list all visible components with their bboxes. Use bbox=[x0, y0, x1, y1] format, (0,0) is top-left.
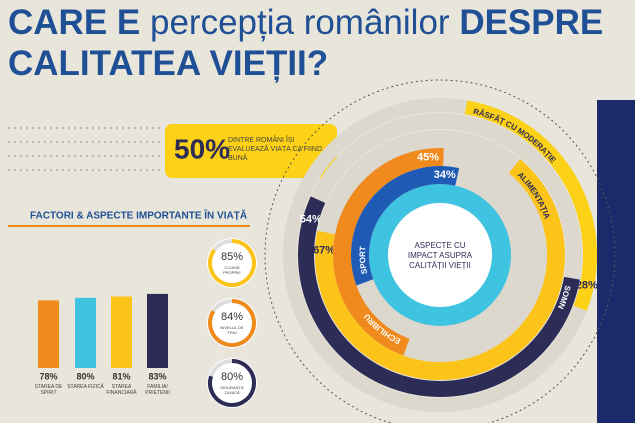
value-label: 80% bbox=[76, 371, 94, 381]
value-label: 85% bbox=[221, 251, 243, 263]
title-part: percepția românilor bbox=[149, 3, 450, 42]
dotted-circle bbox=[264, 79, 616, 423]
value-label: 80% bbox=[221, 371, 243, 383]
callout-text: DINTRE ROMÂNI ÎȘI EVALUEAZĂ VIAȚA CA FII… bbox=[228, 137, 323, 162]
radial-title: ASPECTE CU IMPACT ASUPRA CALITĂȚII VIEȚI… bbox=[407, 241, 473, 270]
donut-bg bbox=[207, 358, 257, 408]
donut-bg bbox=[207, 298, 257, 348]
category-label: O CASĂ PROPRIE bbox=[222, 265, 241, 275]
title-part: CARE E bbox=[8, 3, 141, 42]
category-label: STAREA FINANCIARĂ bbox=[106, 384, 137, 396]
title: CARE E percepția românilor DESPRE CALITA… bbox=[8, 2, 603, 84]
bar-chart-title: FACTORI & ASPECTE IMPORTANTE ÎN VIAȚĂ bbox=[30, 209, 247, 222]
callout-box bbox=[165, 124, 337, 178]
title-part: DESPRE bbox=[459, 3, 604, 42]
ring-arc bbox=[298, 196, 580, 397]
donut-arc bbox=[208, 239, 256, 287]
ring-arc bbox=[351, 166, 460, 286]
ring-white bbox=[388, 203, 492, 307]
value-label: 83% bbox=[148, 371, 166, 381]
donut-bg bbox=[207, 238, 257, 288]
ring-arc bbox=[464, 100, 597, 311]
callout-value: 50% bbox=[174, 133, 230, 164]
bar bbox=[75, 297, 96, 368]
value-label: 28% bbox=[576, 280, 598, 292]
ring-arc bbox=[333, 148, 444, 356]
ring-name: SPORT bbox=[358, 246, 369, 275]
value-label: 45% bbox=[417, 152, 439, 164]
value-label: 54% bbox=[300, 213, 322, 225]
category-label: STAREA FIZICĂ bbox=[67, 384, 104, 390]
category-label: FAMILIA/ PRIETENII bbox=[145, 384, 170, 396]
title-line: CALITATEA VIEȚII? bbox=[8, 44, 329, 83]
donut-arc bbox=[208, 299, 256, 347]
ring-name-path: SPORT bbox=[358, 246, 369, 275]
donut-arc bbox=[208, 359, 256, 407]
ring-arc bbox=[315, 159, 565, 380]
category-label: STAREA DE SPIRIT bbox=[34, 384, 63, 396]
bar bbox=[38, 300, 59, 368]
value-label: 67% bbox=[313, 244, 335, 256]
dotted-lines bbox=[8, 127, 160, 171]
category-label: SIGURANȚA ZILNICĂ bbox=[220, 385, 244, 395]
value-label: 34% bbox=[434, 169, 456, 181]
bar bbox=[147, 293, 168, 368]
side-band bbox=[597, 100, 635, 423]
value-label: 84% bbox=[221, 311, 243, 323]
ring-center bbox=[368, 183, 512, 327]
bar bbox=[111, 296, 132, 368]
value-label: 78% bbox=[39, 371, 57, 381]
value-label: 81% bbox=[112, 371, 130, 381]
category-label: NIVELUL DE TRAI bbox=[220, 325, 244, 335]
